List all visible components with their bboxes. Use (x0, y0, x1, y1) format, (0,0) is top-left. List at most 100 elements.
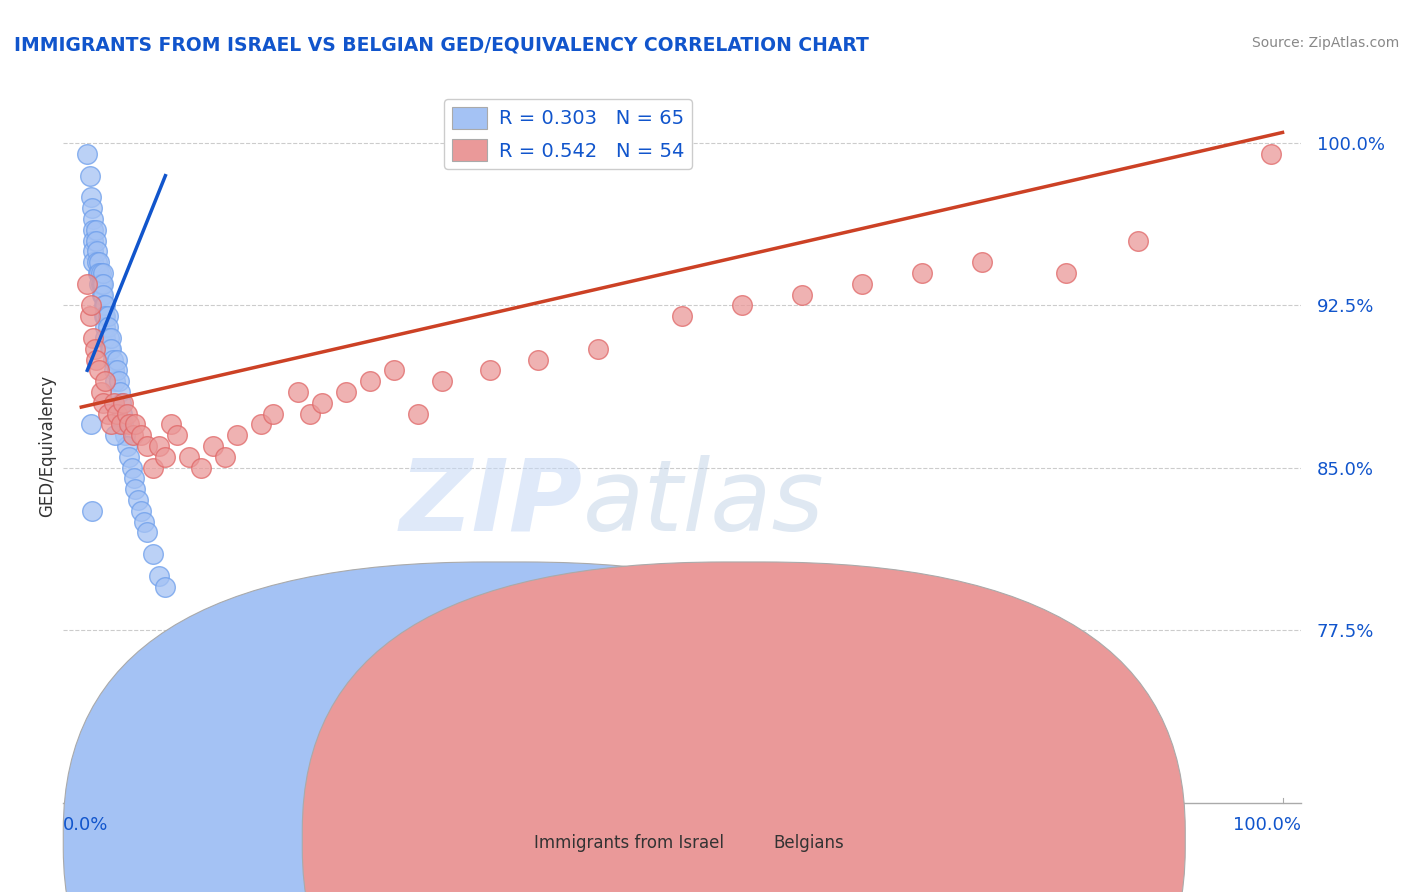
Point (111, 407, 134, 421)
Point (89, 255, 111, 269)
Point (105, 407, 128, 421)
Point (105, 363, 128, 377)
Point (76, 147, 98, 161)
Point (155, 580, 177, 594)
Point (287, 384, 309, 399)
Point (82, 504, 104, 518)
Point (83, 342, 105, 356)
Point (382, 363, 405, 377)
Y-axis label: GED/Equivalency: GED/Equivalency (38, 375, 56, 517)
Point (86, 255, 108, 269)
Point (1260, 147, 1282, 161)
Point (94, 374, 117, 388)
Point (250, 417, 273, 432)
Point (202, 439, 225, 453)
Point (82, 223, 104, 237)
Point (131, 504, 153, 518)
Point (103, 396, 125, 410)
Point (80, 417, 103, 432)
Point (131, 428, 153, 442)
Point (148, 439, 170, 453)
Point (89, 384, 111, 399)
Text: Source: ZipAtlas.com: Source: ZipAtlas.com (1251, 36, 1399, 50)
Point (100, 342, 122, 356)
Point (790, 287, 813, 301)
Point (91, 277, 114, 291)
Point (190, 460, 212, 475)
Point (671, 310, 693, 324)
Point (108, 384, 131, 399)
Point (97, 310, 120, 324)
Point (110, 417, 132, 432)
Point (89, 266, 111, 280)
Point (82, 211, 104, 226)
Point (84, 352, 107, 367)
Point (76, 277, 98, 291)
Point (93, 310, 115, 324)
Point (91, 287, 114, 301)
Point (104, 374, 127, 388)
Point (94, 331, 117, 345)
Text: ZIP: ZIP (399, 455, 583, 551)
Point (115, 439, 138, 453)
Text: atlas: atlas (583, 455, 824, 551)
Text: Immigrants from Israel: Immigrants from Israel (534, 834, 724, 852)
Point (972, 255, 994, 269)
Point (115, 407, 138, 421)
Point (84, 234, 107, 248)
Point (91, 396, 114, 410)
Point (107, 374, 129, 388)
Point (851, 277, 873, 291)
Point (160, 417, 183, 432)
Point (82, 201, 104, 215)
Point (263, 407, 285, 421)
Point (103, 363, 125, 377)
Point (91, 266, 114, 280)
Point (112, 396, 135, 410)
Point (97, 320, 120, 334)
Point (359, 374, 381, 388)
Point (89, 277, 111, 291)
Point (124, 482, 146, 496)
Point (110, 396, 132, 410)
Point (142, 460, 165, 475)
Point (911, 266, 934, 280)
Point (311, 396, 333, 410)
Point (124, 417, 146, 432)
Point (82, 331, 104, 345)
Point (155, 450, 177, 464)
Point (731, 298, 754, 312)
Point (89, 363, 111, 377)
Point (121, 460, 143, 475)
Point (104, 428, 127, 442)
Legend: R = 0.303   N = 65, R = 0.542   N = 54: R = 0.303 N = 65, R = 0.542 N = 54 (444, 99, 692, 169)
Point (148, 568, 170, 582)
Point (136, 439, 159, 453)
Text: IMMIGRANTS FROM ISRAEL VS BELGIAN GED/EQUIVALENCY CORRELATION CHART: IMMIGRANTS FROM ISRAEL VS BELGIAN GED/EQ… (14, 36, 869, 54)
Point (93, 298, 115, 312)
Point (478, 363, 501, 377)
Point (335, 384, 357, 399)
Point (122, 471, 145, 485)
Point (179, 450, 201, 464)
Point (114, 428, 136, 442)
Point (79, 310, 101, 324)
Point (127, 493, 149, 508)
Point (90, 277, 112, 291)
Point (112, 417, 135, 432)
Point (526, 352, 548, 367)
Point (94, 310, 117, 324)
Point (142, 547, 165, 561)
Point (132, 515, 155, 529)
Point (322, 633, 344, 648)
Point (97, 331, 120, 345)
Point (94, 298, 117, 312)
Point (90, 287, 112, 301)
Point (100, 331, 122, 345)
Point (87, 266, 110, 280)
Point (101, 352, 124, 367)
Point (80, 190, 103, 204)
Point (100, 417, 122, 432)
Point (89, 277, 111, 291)
Point (586, 342, 609, 356)
